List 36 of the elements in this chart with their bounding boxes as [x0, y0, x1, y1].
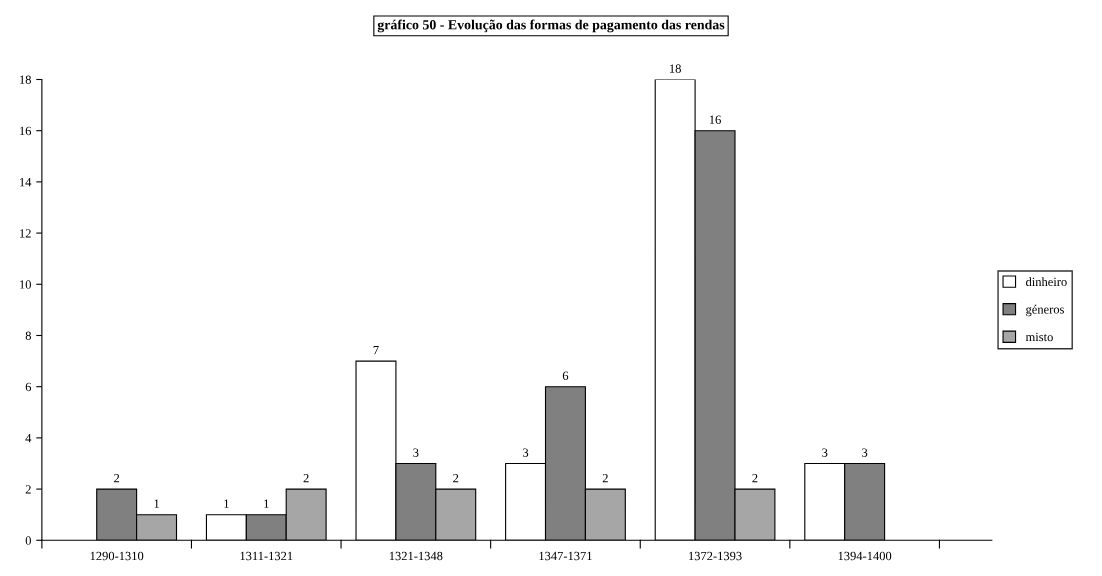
data-label: 3	[413, 448, 419, 457]
data-label: 2	[602, 473, 608, 483]
data-label: 3	[862, 448, 868, 457]
legend-label: dinheiro	[1026, 277, 1067, 287]
data-label: 1	[224, 499, 229, 508]
x-tick-label: 1394-1400	[838, 551, 892, 561]
y-tick-label: 14	[20, 177, 32, 187]
data-label: 16	[709, 115, 721, 124]
data-label: 7	[373, 346, 379, 355]
data-label: 2	[752, 473, 758, 483]
data-label: 3	[822, 448, 828, 457]
y-tick-label: 16	[20, 126, 32, 136]
y-tick-label: 10	[20, 280, 31, 289]
y-tick-label: 12	[20, 229, 31, 238]
chart-title: gráfico 50 - Evolução das formas de pagamento das rendas	[377, 19, 725, 33]
data-label: 2	[114, 473, 120, 483]
y-tick-label: 4	[25, 434, 32, 443]
x-tick-label: 1372-1393	[689, 551, 742, 561]
data-label: 1	[154, 499, 159, 508]
y-tick-label: 0	[25, 536, 31, 545]
x-tick-label: 1311-1321	[240, 551, 293, 561]
data-label: 6	[562, 371, 569, 380]
y-tick-label: 18	[20, 75, 31, 84]
legend-label: géneros	[1026, 304, 1064, 317]
x-tick-label: 1321-1348	[389, 551, 443, 561]
data-label: 18	[670, 64, 681, 73]
data-label: 2	[303, 473, 309, 483]
legend-label: misto	[1025, 332, 1053, 342]
y-tick-label: 8	[25, 331, 31, 340]
data-label: 2	[453, 473, 459, 483]
data-label: 1	[264, 499, 269, 508]
y-tick-label: 2	[25, 485, 31, 494]
x-tick-label: 1290-1310	[90, 551, 144, 561]
x-tick-label: 1347-1371	[539, 551, 592, 561]
y-tick-label: 6	[25, 382, 32, 392]
data-label: 3	[523, 448, 529, 457]
